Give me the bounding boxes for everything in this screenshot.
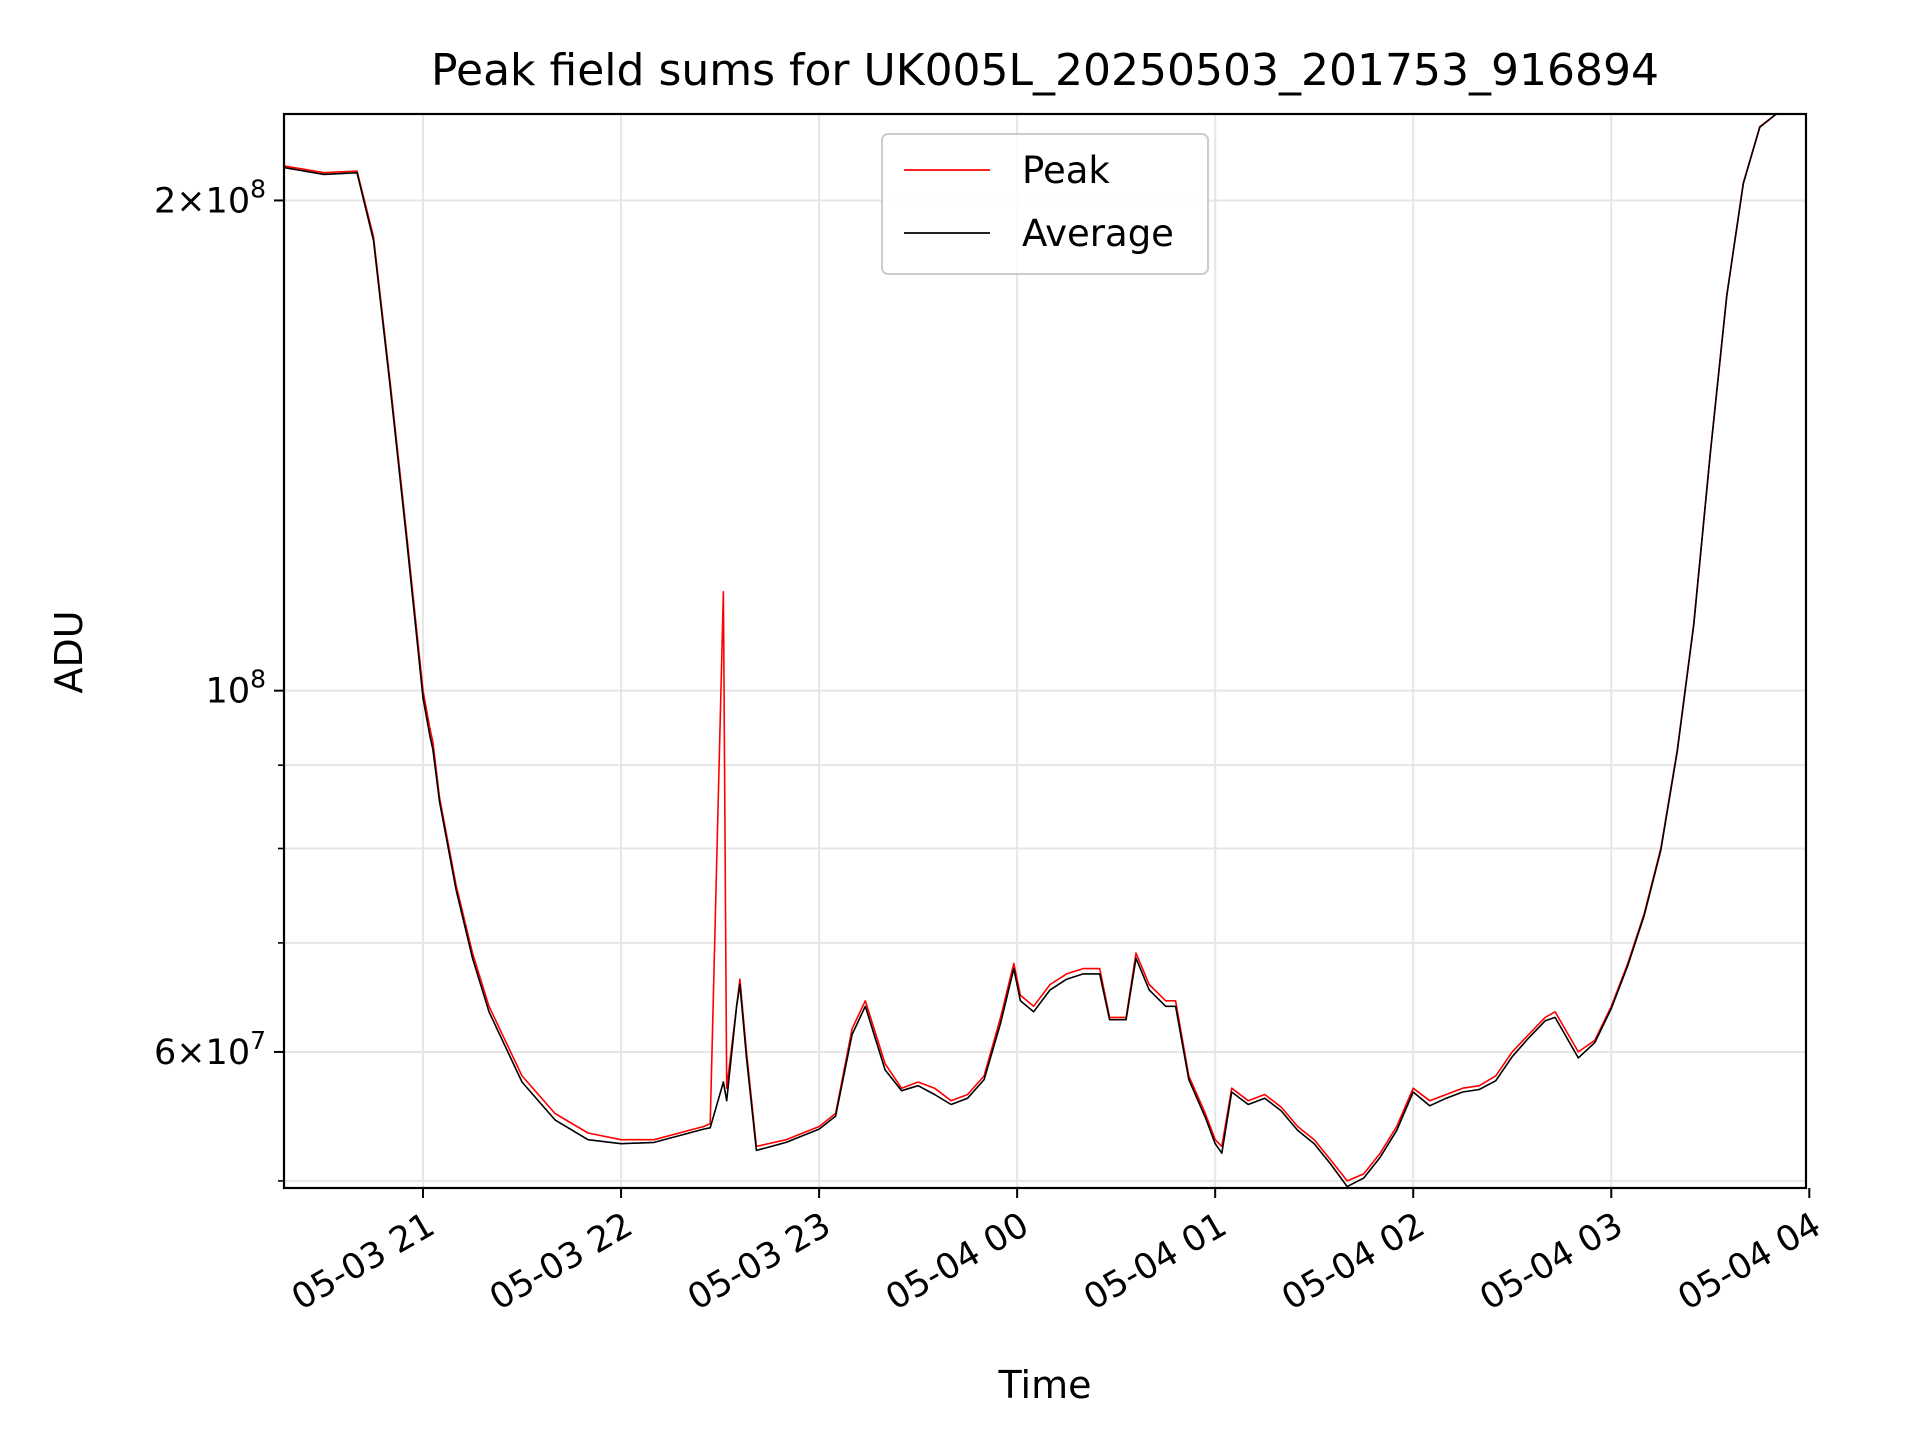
plot-frame [282, 112, 1808, 1190]
series-lines [284, 114, 1777, 1188]
y-axis-label: ADU [47, 610, 91, 693]
chart-title: Peak field sums for UK005L_20250503_2017… [431, 45, 1659, 96]
legend-box [881, 133, 1209, 275]
y-axis-ticks: 6×107 108 2×108 [154, 174, 284, 1182]
y-tick-label: 6×107 [154, 1026, 266, 1073]
y-tick-label: 2×108 [154, 174, 266, 221]
y-tick-label: 108 [206, 665, 266, 712]
series-line-peak [284, 114, 1777, 1182]
legend: Peak Average [881, 133, 1209, 275]
legend-label-average: Average [1022, 212, 1174, 255]
legend-label-peak: Peak [1022, 149, 1110, 192]
series-line-average [284, 114, 1777, 1188]
x-axis-label: Time [998, 1363, 1092, 1407]
